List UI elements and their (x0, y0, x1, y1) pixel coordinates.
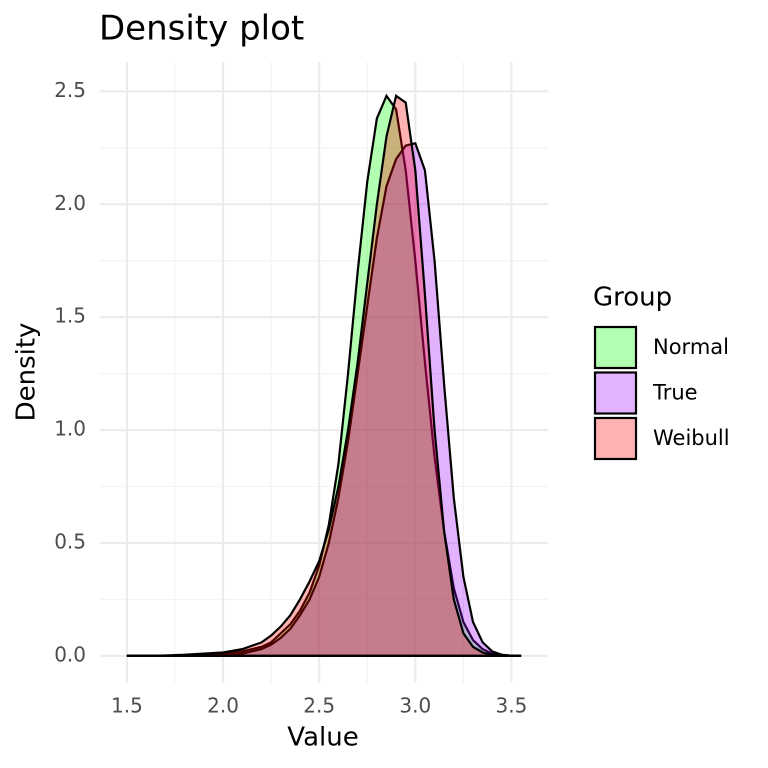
legend-key-bg (595, 418, 636, 459)
y-tick-label: 1.5 (54, 304, 86, 328)
density-line (126, 93, 522, 657)
legend: Normal True Weibull (593, 325, 730, 461)
plot-area (126, 93, 522, 658)
y-tick-label: 2.0 (54, 191, 86, 215)
legend-key (593, 325, 638, 370)
legend-key-bg (595, 372, 636, 414)
density-area (126, 95, 522, 656)
x-tick-label: 2.0 (207, 694, 239, 718)
y-tick-label: 1.0 (54, 417, 86, 441)
legend-key (593, 371, 638, 415)
legend-item: True (593, 371, 698, 415)
density-line (126, 141, 522, 657)
legend-label: True (652, 381, 698, 405)
x-tick-label: 3.0 (399, 694, 431, 718)
legend-label: Weibull (653, 426, 730, 450)
y-tick-label: 0.5 (54, 529, 86, 553)
legend-label: Normal (653, 335, 729, 359)
grid: 1.5 2.0 2.5 3.0 3.5 0.0 0.5 1.0 1.5 2.0 2.5 (54, 62, 548, 718)
x-tick-label: 1.5 (111, 694, 143, 718)
legend-key (593, 416, 638, 461)
density-line (126, 94, 522, 657)
density-area (126, 95, 522, 656)
x-tick-label: 3.5 (496, 694, 528, 718)
legend-title: Group (593, 283, 672, 313)
chart-title: Density plot (99, 9, 304, 49)
y-tick-label: 0.0 (54, 642, 86, 666)
legend-item: Weibull (593, 416, 730, 461)
x-axis-title: Value (287, 723, 358, 753)
x-tick-label: 2.5 (303, 694, 335, 718)
y-tick-label: 2.5 (54, 78, 86, 102)
legend-key-bg (595, 327, 636, 368)
y-axis-title: Density (12, 323, 42, 422)
legend-item: Normal (593, 325, 729, 370)
